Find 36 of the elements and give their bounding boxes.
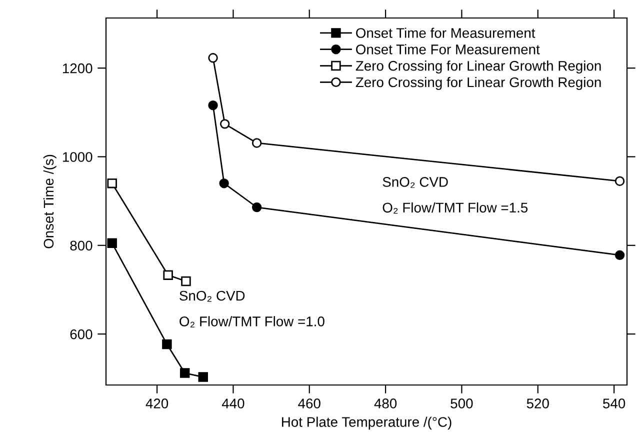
point bbox=[208, 53, 218, 63]
x-tick-label: 540 bbox=[603, 398, 626, 408]
y-tick-label: 1200 bbox=[62, 63, 92, 74]
point bbox=[252, 202, 262, 212]
legend-label: Zero Crossing for Linear Growth Region bbox=[356, 76, 601, 90]
point bbox=[181, 276, 191, 286]
x-tick-label: 460 bbox=[298, 398, 320, 408]
point bbox=[162, 339, 172, 350]
annotation: SnO₂ CVD bbox=[382, 177, 448, 188]
point bbox=[107, 238, 117, 248]
point bbox=[107, 178, 117, 188]
legend-label: Onset Time For Measurement bbox=[356, 44, 540, 54]
legend-label: Zero Crossing for Linear Growth Region bbox=[356, 60, 601, 74]
legend-label: Onset Time for Measurement bbox=[356, 28, 536, 38]
point bbox=[614, 250, 625, 260]
x-tick-label: 520 bbox=[526, 398, 549, 408]
x-tick-label: 440 bbox=[222, 398, 244, 408]
x-tick-label: 480 bbox=[374, 398, 397, 408]
point bbox=[614, 176, 625, 186]
y-tick-label: 800 bbox=[70, 240, 92, 251]
point bbox=[220, 119, 230, 129]
point bbox=[180, 368, 190, 378]
y-tick-label: 1000 bbox=[62, 152, 92, 162]
point bbox=[163, 270, 173, 280]
point bbox=[252, 138, 262, 148]
y-tick-label: 600 bbox=[70, 329, 92, 340]
annotation: SnO₂ CVD bbox=[180, 290, 245, 302]
point bbox=[219, 178, 229, 188]
point bbox=[198, 372, 208, 382]
annotation: O₂ Flow/TMT Flow =1.0 bbox=[180, 316, 324, 328]
point bbox=[208, 100, 218, 110]
annotation: O₂ Flow/TMT Flow =1.5 bbox=[382, 202, 528, 214]
x-tick-label: 420 bbox=[146, 398, 168, 408]
x-axis-title: Hot Plate Temperature /(°C) bbox=[282, 416, 452, 430]
y-axis-title: Onset Time /(s) bbox=[43, 154, 56, 248]
x-tick-label: 500 bbox=[450, 398, 473, 408]
